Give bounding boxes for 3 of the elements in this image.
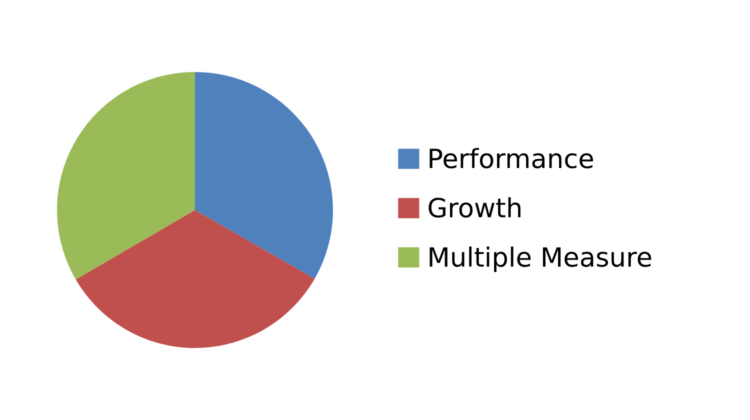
legend-label: Growth — [428, 197, 520, 218]
legend-label: Multiple Measure — [430, 246, 652, 272]
legend-label: Performance — [430, 148, 593, 168]
